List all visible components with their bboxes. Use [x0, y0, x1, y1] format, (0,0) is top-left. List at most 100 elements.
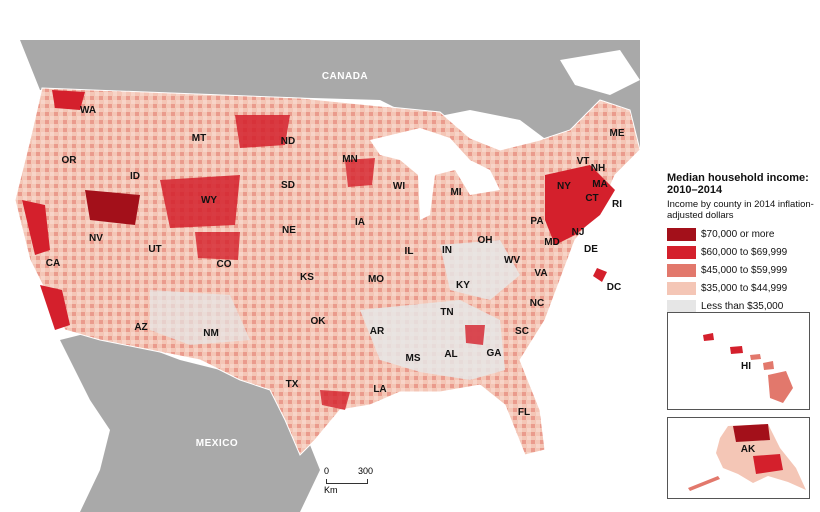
legend-item: $35,000 to $44,999 — [667, 279, 817, 297]
state-label-ks: KS — [300, 272, 314, 283]
legend-items: $70,000 or more $60,000 to $69,999 $45,000… — [667, 225, 817, 315]
legend-label: $35,000 to $44,999 — [701, 282, 788, 294]
state-label-sc: SC — [515, 326, 529, 337]
high-income-nv-ut — [85, 190, 140, 225]
state-label-id: ID — [130, 171, 140, 182]
state-label-wv: WV — [504, 255, 520, 266]
state-label-az: AZ — [134, 322, 147, 333]
state-label-ky: KY — [456, 280, 470, 291]
state-label-ga: GA — [487, 348, 502, 359]
state-label-ny: NY — [557, 181, 571, 192]
alaska-inset: AK — [667, 417, 810, 499]
state-label-ia: IA — [355, 217, 365, 228]
hawaii-island-big — [768, 371, 793, 403]
state-label-mt: MT — [192, 133, 206, 144]
state-label-ne: NE — [282, 225, 296, 236]
state-label-oh: OH — [478, 235, 493, 246]
legend-swatch — [667, 299, 696, 313]
scale-unit: Km — [324, 485, 338, 495]
alaska-chain — [688, 476, 720, 491]
legend-label: Less than $35,000 — [701, 300, 784, 312]
canada-land — [20, 40, 640, 150]
low-income-south — [360, 300, 505, 380]
high-income-wy — [160, 175, 240, 228]
legend-label: $45,000 to $59,999 — [701, 264, 788, 276]
high-income-northeast — [545, 165, 615, 245]
state-label-dc: DC — [607, 282, 621, 293]
alaska-high-south — [753, 454, 783, 474]
scale-bar: 0 300 Km — [320, 466, 380, 496]
state-label-ca: CA — [46, 258, 60, 269]
state-label-al: AL — [444, 349, 457, 360]
state-label-nc: NC — [530, 298, 544, 309]
hawaii-island-1 — [703, 333, 714, 341]
state-label-mo: MO — [368, 274, 384, 285]
state-label-nh: NH — [591, 163, 605, 174]
state-label-in: IN — [442, 245, 452, 256]
state-label-hi: HI — [741, 361, 751, 372]
hawaii-inset: HI — [667, 312, 810, 410]
state-label-nd: ND — [281, 136, 295, 147]
legend: Median household income: 2010–2014 Incom… — [667, 172, 817, 315]
state-label-wi: WI — [393, 181, 405, 192]
state-label-nv: NV — [89, 233, 103, 244]
high-income-ca — [22, 200, 50, 255]
legend-swatch — [667, 263, 696, 277]
scale-min: 0 — [324, 466, 330, 476]
state-label-vt: VT — [577, 156, 590, 167]
state-label-fl: FL — [518, 407, 530, 418]
state-label-ok: OK — [311, 316, 327, 327]
state-label-nj: NJ — [572, 227, 585, 238]
legend-swatch — [667, 245, 696, 259]
high-income-co — [195, 232, 240, 260]
legend-label: $70,000 or more — [701, 228, 775, 240]
low-income-sw — [150, 290, 250, 345]
legend-swatch — [667, 281, 696, 295]
legend-subtitle: Income by county in 2014 inflation-adjus… — [667, 199, 814, 221]
hudson-bay — [560, 50, 640, 95]
state-label-tx: TX — [286, 379, 299, 390]
high-income-dc — [593, 268, 607, 282]
state-label-ma: MA — [592, 179, 608, 190]
legend-swatch — [667, 227, 696, 241]
state-label-la: LA — [373, 384, 386, 395]
high-income-atl — [465, 325, 485, 345]
state-label-md: MD — [544, 237, 560, 248]
state-label-nm: NM — [203, 328, 219, 339]
high-income-wa — [52, 90, 85, 110]
low-income-appalachia — [440, 240, 520, 300]
state-label-or: OR — [62, 155, 78, 166]
state-label-sd: SD — [281, 180, 295, 191]
hawaii-island-2 — [730, 346, 743, 354]
state-labels: WA OR ID MT WY NV CA UT CO AZ NM ND SD N… — [46, 105, 625, 418]
state-label-va: VA — [534, 268, 547, 279]
hawaii-island-3 — [750, 354, 761, 360]
great-lakes — [370, 128, 500, 220]
state-label-ut: UT — [148, 244, 161, 255]
scale-line — [326, 479, 368, 484]
mexico-label: MEXICO — [196, 438, 238, 449]
state-label-tn: TN — [440, 307, 453, 318]
state-label-ct: CT — [585, 193, 598, 204]
state-label-co: CO — [217, 259, 232, 270]
high-income-nd — [235, 115, 290, 148]
state-label-pa: PA — [530, 216, 543, 227]
state-label-wy: WY — [201, 195, 217, 206]
state-label-mi: MI — [450, 187, 461, 198]
legend-title: Median household income: 2010–2014 — [667, 172, 809, 196]
legend-item: Less than $35,000 — [667, 297, 817, 315]
state-label-mn: MN — [342, 154, 358, 165]
state-label-de: DE — [584, 244, 598, 255]
high-income-tx — [320, 390, 350, 410]
state-label-me: ME — [610, 128, 625, 139]
legend-label: $60,000 to $69,999 — [701, 246, 788, 258]
state-label-ri: RI — [612, 199, 622, 210]
state-label-ak: AK — [741, 444, 756, 455]
canada-label: CANADA — [322, 71, 368, 82]
hawaii-island-4 — [763, 361, 774, 370]
high-income-mn — [345, 158, 375, 187]
scale-max: 300 — [358, 466, 374, 476]
alaska-high-north — [733, 424, 770, 442]
legend-item: $45,000 to $59,999 — [667, 261, 817, 279]
legend-item: $60,000 to $69,999 — [667, 243, 817, 261]
